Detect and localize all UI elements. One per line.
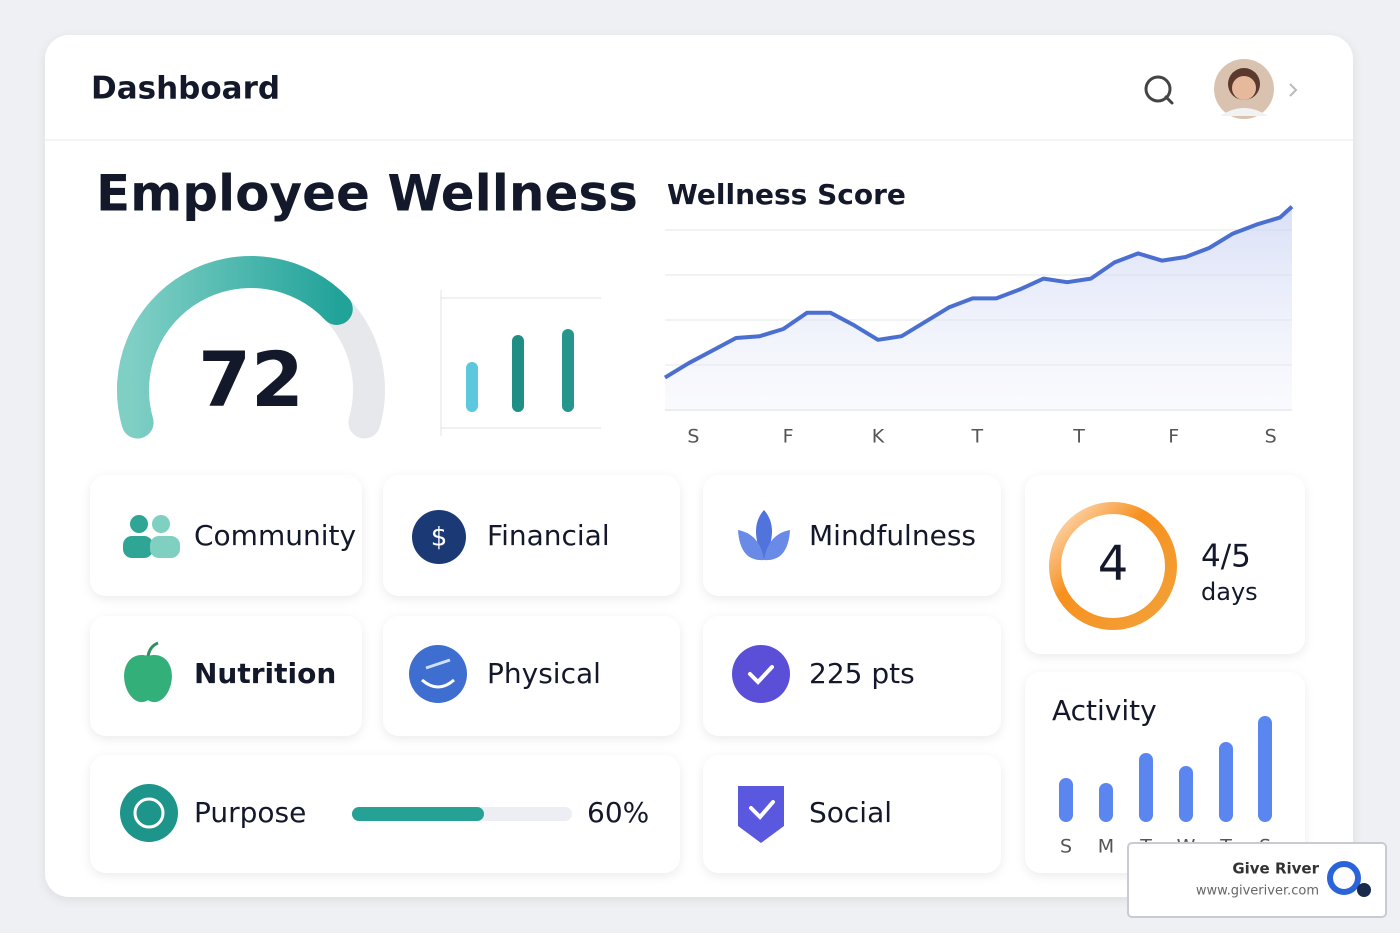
bar: [1258, 716, 1272, 822]
tile-label: Nutrition: [194, 657, 336, 690]
tile[interactable]: [90, 475, 362, 596]
watermark-name: Give River: [1232, 860, 1319, 878]
tile[interactable]: [383, 475, 680, 596]
x-tick-label: S: [1060, 836, 1072, 858]
financial-icon: $: [412, 510, 466, 564]
x-tick-label: M: [1098, 836, 1114, 858]
gauge-arc: [117, 256, 353, 439]
progress-label: 60%: [587, 796, 649, 829]
mindfulness-icon: [738, 510, 790, 561]
mini-bar: [512, 335, 524, 412]
progress-fill: [352, 807, 484, 821]
mini-bar: [562, 329, 574, 412]
tile-label: Community: [194, 519, 356, 552]
chevron[interactable]: [1289, 83, 1298, 97]
area: [665, 206, 1292, 410]
activity-card[interactable]: [1025, 672, 1305, 873]
streak-unit: days: [1201, 578, 1258, 606]
gauge-value: 72: [198, 335, 304, 424]
watermark-url: www.giveriver.com: [1196, 884, 1319, 899]
x-tick-label: F: [1168, 426, 1179, 448]
mini-bar: [466, 362, 478, 412]
activity-title: Activity: [1052, 694, 1157, 727]
header-title: Dashboard: [91, 71, 280, 107]
tile[interactable]: [90, 616, 362, 736]
bar: [1099, 783, 1113, 822]
tile-label: Social: [809, 796, 892, 829]
tile-label: 225 pts: [809, 657, 915, 690]
bar: [1139, 753, 1153, 822]
streak-ring: [1049, 502, 1177, 630]
tile-label: Physical: [487, 657, 601, 690]
main-card: [45, 35, 1353, 897]
tile[interactable]: [383, 616, 680, 736]
bar: [1059, 778, 1073, 822]
x-tick-label: T: [1072, 426, 1085, 448]
tile-label: Purpose: [194, 796, 306, 829]
tile[interactable]: [703, 755, 1001, 873]
x-tick-label: T: [971, 426, 984, 448]
tile[interactable]: [703, 475, 1001, 596]
bar: [1179, 766, 1193, 822]
watermark-logo: [1327, 861, 1371, 897]
purpose-icon: [120, 784, 178, 842]
bar: [1219, 742, 1233, 822]
streak-fraction: 4/5: [1201, 539, 1251, 575]
x-tick-label: K: [872, 426, 885, 448]
x-tick-label: S: [687, 426, 699, 448]
nutrition-icon: [124, 641, 172, 703]
section-title: Employee Wellness: [96, 165, 638, 223]
watermark-box: [1127, 842, 1387, 918]
physical-icon: [409, 645, 467, 703]
tile-label: Mindfulness: [809, 519, 976, 552]
avatar[interactable]: [1214, 59, 1274, 119]
x-tick-label: F: [783, 426, 794, 448]
x-tick-label: S: [1265, 426, 1277, 448]
social-icon: [738, 786, 784, 843]
line: [663, 205, 1294, 380]
svg-text:$: $: [431, 523, 448, 553]
search-icon[interactable]: [1144, 75, 1174, 105]
chart-title: Wellness Score: [667, 178, 906, 211]
points-icon: [732, 645, 790, 703]
community-icon: [123, 515, 180, 558]
streak-value: 4: [1098, 536, 1129, 592]
tile[interactable]: [703, 616, 1001, 736]
tile-label: Financial: [487, 519, 610, 552]
